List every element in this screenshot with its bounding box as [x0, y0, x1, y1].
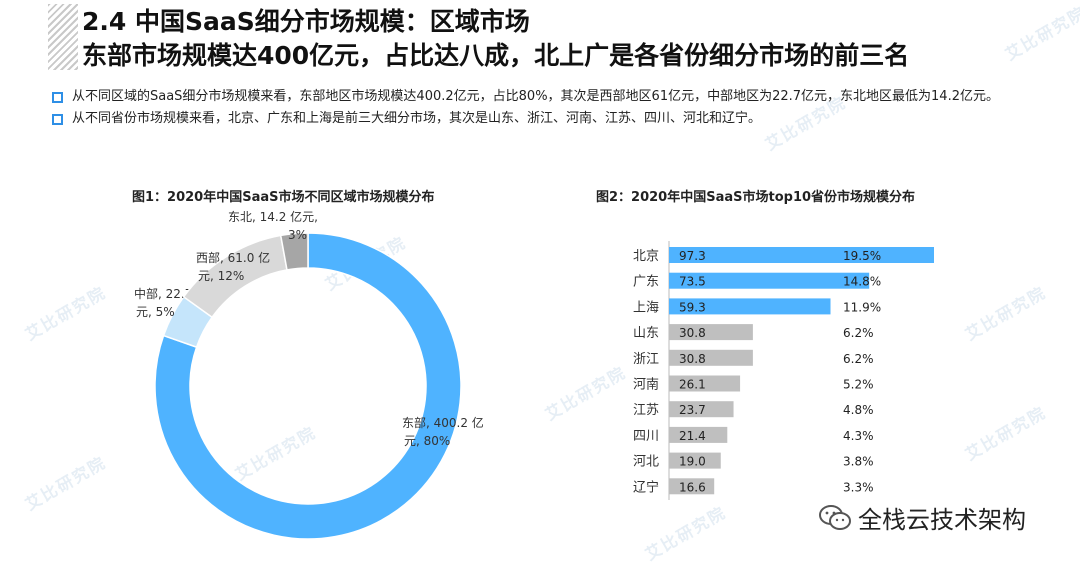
bar — [669, 272, 870, 289]
bar — [669, 298, 831, 315]
bullet-text: 从不同区域的SaaS细分市场规模来看，东部地区市场规模达400.2亿元，占比80… — [72, 89, 999, 104]
chart2-title: 图2：2020年中国SaaS市场top10省份市场规模分布 — [596, 190, 916, 205]
donut-label: 西部, 61.0 亿 — [196, 250, 270, 265]
bar — [669, 426, 728, 443]
watermark: 艾比研究院 — [542, 362, 630, 425]
title-decoration — [48, 4, 78, 70]
category-label: 浙江 — [633, 352, 659, 367]
value-label: 23.7 — [679, 403, 706, 417]
bar — [669, 375, 741, 392]
value-label: 30.8 — [679, 352, 706, 366]
category-label: 上海 — [633, 300, 659, 315]
watermark: 艾比研究院 — [642, 502, 730, 565]
square-bullet-icon — [52, 92, 63, 103]
share-label: 3.3% — [843, 480, 874, 494]
share-label: 14.8% — [843, 275, 881, 289]
donut-label: 3% — [288, 228, 307, 242]
bullet-text: 从不同省份市场规模来看，北京、广东和上海是前三大细分市场，其次是山东、浙江、河南… — [72, 111, 762, 126]
category-label: 河南 — [633, 377, 659, 393]
value-label: 59.3 — [679, 300, 706, 314]
category-label: 四川 — [633, 429, 659, 444]
bar — [669, 324, 753, 341]
bullet-item: 从不同省份市场规模来看，北京、广东和上海是前三大细分市场，其次是山东、浙江、河南… — [52, 110, 1042, 128]
share-label: 6.2% — [843, 326, 874, 340]
bar — [669, 401, 734, 418]
brand-text: 全栈云技术架构 — [858, 506, 1026, 534]
donut-slice-1 — [154, 232, 462, 540]
value-label: 26.1 — [679, 378, 706, 392]
bar — [669, 349, 753, 366]
donut-label: 东北, 14.2 亿元, — [228, 209, 318, 224]
category-label: 广东 — [633, 275, 659, 290]
bar — [669, 247, 934, 263]
watermark: 艾比研究院 — [962, 282, 1050, 345]
donut-label: 元, 5% — [136, 305, 175, 319]
share-label: 4.8% — [843, 403, 874, 417]
value-label: 19.0 — [679, 455, 706, 469]
brand-badge: 全栈云技术架构 — [818, 500, 1026, 535]
page-title: 2.4 中国SaaS细分市场规模：区域市场 — [82, 7, 530, 36]
page-subtitle: 东部市场规模达400亿元，占比达八成，北上广是各省份细分市场的前三名 — [82, 41, 910, 70]
category-label: 辽宁 — [633, 479, 659, 495]
share-label: 19.5% — [843, 249, 881, 263]
bullet-item: 从不同区域的SaaS细分市场规模来看，东部地区市场规模达400.2亿元，占比80… — [52, 88, 1042, 106]
category-label: 北京 — [633, 249, 659, 264]
square-bullet-icon — [52, 114, 63, 125]
bullet-list: 从不同区域的SaaS细分市场规模来看，东部地区市场规模达400.2亿元，占比80… — [52, 88, 1042, 132]
share-label: 6.2% — [843, 352, 874, 366]
donut-label: 元, 12% — [198, 269, 244, 283]
donut-label: 元, 80% — [404, 434, 450, 448]
watermark: 艾比研究院 — [1002, 2, 1080, 65]
share-label: 4.3% — [843, 429, 874, 443]
value-label: 97.3 — [679, 249, 706, 263]
watermark: 艾比研究院 — [962, 402, 1050, 465]
share-label: 11.9% — [843, 300, 881, 314]
share-label: 5.2% — [843, 378, 874, 392]
value-label: 73.5 — [679, 275, 706, 289]
share-label: 3.8% — [843, 455, 874, 469]
region-donut-chart: 东部, 400.2 亿元, 80%中部, 22.7 亿元, 5%西部, 61.0… — [134, 209, 484, 540]
chart1-title: 图1：2020年中国SaaS市场不同区域市场规模分布 — [132, 190, 435, 205]
category-label: 江苏 — [633, 402, 659, 418]
bar — [669, 452, 721, 469]
donut-label: 东部, 400.2 亿 — [402, 415, 484, 430]
donut-slice-4 — [279, 232, 309, 271]
value-label: 16.6 — [679, 480, 706, 494]
bar — [669, 478, 715, 495]
value-label: 30.8 — [679, 326, 706, 340]
value-label: 21.4 — [679, 429, 706, 443]
category-label: 山东 — [633, 326, 659, 341]
category-label: 河北 — [633, 455, 659, 470]
wechat-icon — [819, 504, 851, 530]
